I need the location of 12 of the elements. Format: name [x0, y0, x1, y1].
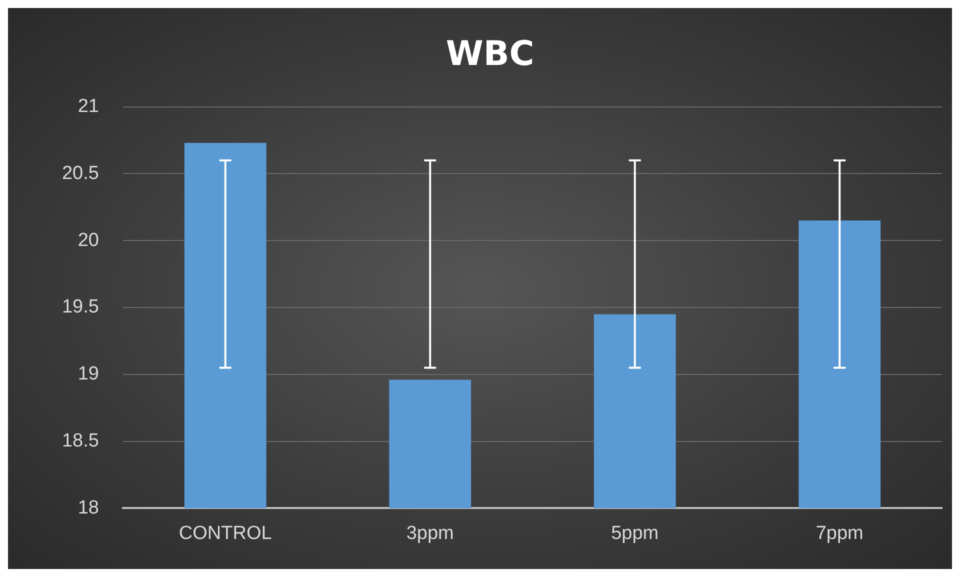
- y-tick-label: 19.5: [62, 296, 99, 318]
- x-tick-label: 5ppm: [611, 522, 659, 544]
- chart-title: WBC: [446, 34, 534, 74]
- y-tick-label: 19: [78, 364, 99, 385]
- y-tick-label: 20: [78, 230, 99, 251]
- y-tick-label: 21: [78, 96, 99, 118]
- x-tick-label: CONTROL: [178, 522, 272, 544]
- x-tick-label: 7ppm: [816, 522, 864, 544]
- y-tick-label: 18: [78, 497, 99, 518]
- y-tick-label: 18.5: [62, 430, 99, 452]
- x-tick-label: 3ppm: [406, 522, 454, 544]
- y-tick-label: 20.5: [62, 162, 99, 184]
